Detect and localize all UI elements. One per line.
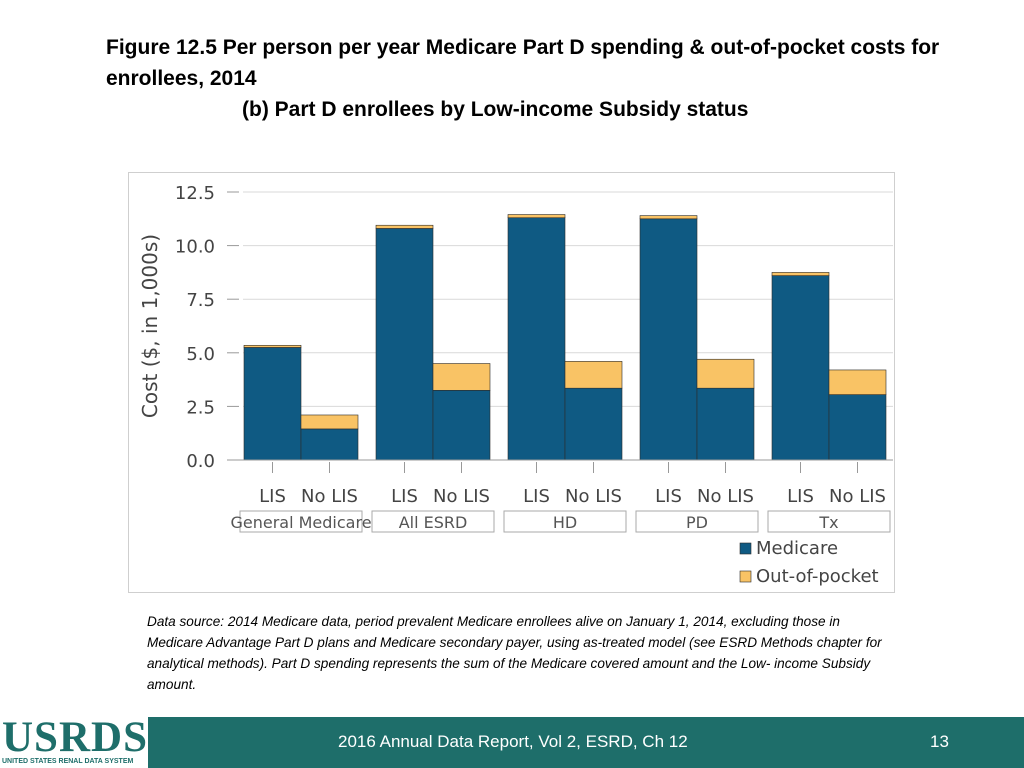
title-line-1: Figure 12.5 Per person per year Medicare… bbox=[106, 36, 940, 90]
bar-out-of-pocket bbox=[828, 369, 887, 395]
bar-medicare bbox=[432, 390, 491, 461]
bar-medicare bbox=[243, 347, 302, 461]
x-category-label: LIS bbox=[655, 486, 682, 507]
bar-out-of-pocket bbox=[564, 361, 623, 389]
group-label-box bbox=[767, 510, 891, 533]
bar-out-of-pocket bbox=[375, 224, 434, 229]
x-category-label: No LIS bbox=[301, 486, 358, 507]
bar-medicare bbox=[375, 228, 434, 461]
legend-label: Medicare bbox=[756, 538, 838, 559]
data-source-note: Data source: 2014 Medicare data, period … bbox=[147, 614, 882, 692]
x-category-label: LIS bbox=[259, 486, 286, 507]
page-number: 13 bbox=[930, 732, 949, 751]
bar-out-of-pocket bbox=[300, 414, 359, 430]
bar-out-of-pocket bbox=[507, 214, 566, 219]
legend-label: Out-of-pocket bbox=[756, 566, 879, 587]
report-name: 2016 Annual Data Report, Vol 2, ESRD, Ch… bbox=[338, 732, 688, 751]
bar-out-of-pocket bbox=[639, 215, 698, 220]
bar-medicare bbox=[828, 394, 887, 461]
y-tick-label: 12.5 bbox=[175, 183, 215, 204]
x-category-label: LIS bbox=[787, 486, 814, 507]
x-category-label: No LIS bbox=[565, 486, 622, 507]
bar-medicare bbox=[771, 275, 830, 461]
footer-bar: USRDS UNITED STATES RENAL DATA SYSTEM 20… bbox=[0, 714, 1024, 768]
x-category-label: LIS bbox=[391, 486, 418, 507]
stacked-bar-chart: 0.0 2.5 5.0 7.5 10.0 12.5 Cost ($, in 1,000s) L… bbox=[138, 183, 893, 587]
bar-out-of-pocket bbox=[243, 344, 302, 348]
usrds-logo: USRDS UNITED STATES RENAL DATA SYSTEM bbox=[0, 714, 148, 768]
y-tick-label: 0.0 bbox=[186, 451, 215, 472]
bar-out-of-pocket bbox=[696, 358, 755, 389]
y-tick-label: 2.5 bbox=[186, 397, 215, 418]
x-category-label: LIS bbox=[523, 486, 550, 507]
bar-medicare bbox=[564, 387, 623, 461]
logo-subtitle: UNITED STATES RENAL DATA SYSTEM bbox=[2, 758, 134, 765]
group-label-box bbox=[503, 510, 627, 533]
group-label-box bbox=[635, 510, 759, 533]
y-tick-label: 7.5 bbox=[186, 290, 215, 311]
bar-out-of-pocket bbox=[771, 272, 830, 276]
figure-title: Figure 12.5 Per person per year Medicare… bbox=[106, 32, 966, 125]
group-label: All ESRD bbox=[399, 513, 468, 532]
chart-container: 0.0 2.5 5.0 7.5 10.0 12.5 Cost ($, in 1,000s) L… bbox=[128, 172, 895, 593]
y-tick-label: 10.0 bbox=[175, 237, 215, 258]
bar-out-of-pocket bbox=[432, 363, 491, 391]
group-label-box bbox=[239, 510, 363, 533]
bar-medicare bbox=[300, 428, 359, 461]
group-label-box bbox=[371, 510, 495, 533]
group-label: Tx bbox=[818, 513, 838, 532]
legend-swatch bbox=[739, 542, 752, 555]
x-category-label: No LIS bbox=[433, 486, 490, 507]
bar-medicare bbox=[696, 387, 755, 461]
group-label: HD bbox=[553, 513, 577, 532]
x-category-label: No LIS bbox=[697, 486, 754, 507]
group-label: General Medicare bbox=[230, 513, 371, 532]
group-label: PD bbox=[686, 513, 708, 532]
y-axis-title: Cost ($, in 1,000s) bbox=[138, 234, 162, 418]
x-category-label: No LIS bbox=[829, 486, 886, 507]
y-tick-label: 5.0 bbox=[186, 344, 215, 365]
bar-medicare bbox=[639, 218, 698, 461]
logo-wordmark: USRDS bbox=[2, 714, 148, 761]
legend-swatch bbox=[739, 570, 752, 583]
title-line-2: (b) Part D enrollees by Low-income Subsi… bbox=[242, 98, 749, 121]
bar-medicare bbox=[507, 217, 566, 461]
